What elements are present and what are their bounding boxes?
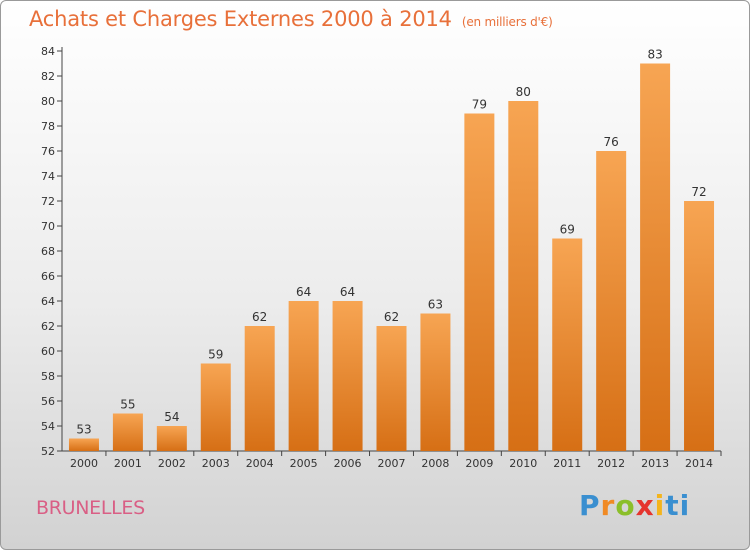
- bar: [640, 63, 671, 451]
- proxiti-logo[interactable]: Proxiti: [579, 489, 690, 522]
- bar: [68, 438, 99, 451]
- y-tick-label: 78: [41, 120, 55, 133]
- x-tick-label: 2005: [290, 457, 318, 470]
- x-tick-label: 2001: [114, 457, 142, 470]
- data-label: 59: [208, 348, 223, 362]
- y-tick-label: 80: [41, 95, 55, 108]
- data-label: 63: [428, 298, 443, 312]
- y-tick-label: 60: [41, 345, 55, 358]
- y-tick-label: 54: [41, 420, 55, 433]
- x-tick-label: 2007: [378, 457, 406, 470]
- axes: 52 54 56 58 60 62 64 66 68 70 72 74 76 78 80 82 84 2000 20…: [41, 45, 722, 470]
- data-label: 55: [120, 398, 135, 412]
- data-label: 79: [472, 98, 487, 112]
- data-label: 64: [296, 285, 311, 299]
- bar: [332, 301, 363, 451]
- y-tick-label: 72: [41, 195, 55, 208]
- y-tick-label: 66: [41, 270, 55, 283]
- bar: [376, 326, 407, 451]
- bars: [68, 63, 715, 451]
- logo-letter: x: [635, 489, 655, 522]
- city-name: BRUNELLES: [36, 497, 145, 519]
- x-tick-label: 2013: [641, 457, 669, 470]
- logo-letter: ti: [665, 489, 691, 522]
- data-label: 62: [252, 310, 267, 324]
- y-tick-label: 52: [41, 445, 55, 458]
- chart-title: Achats et Charges Externes 2000 à 2014 (e…: [29, 7, 553, 31]
- logo-letter: r: [600, 489, 616, 522]
- bar: [420, 313, 451, 451]
- x-tick-label: 2014: [685, 457, 713, 470]
- bar: [464, 113, 495, 451]
- data-label: 64: [340, 285, 355, 299]
- x-tick-label: 2004: [246, 457, 274, 470]
- y-tick-label: 58: [41, 370, 55, 383]
- x-tick-label: 2002: [158, 457, 186, 470]
- data-labels: 53 55 54 59 62 64 64 62 63 79 80 69 76 83 72: [76, 48, 706, 437]
- x-tick-label: 2009: [465, 457, 493, 470]
- data-label: 69: [560, 223, 575, 237]
- x-tick-label: 2012: [597, 457, 625, 470]
- bar: [684, 201, 715, 451]
- y-tick-label: 70: [41, 220, 55, 233]
- bar: [244, 326, 275, 451]
- x-tick-label: 2008: [421, 457, 449, 470]
- title-text: Achats et Charges Externes 2000 à 2014: [29, 7, 452, 31]
- data-label: 83: [647, 48, 662, 62]
- data-label: 54: [164, 410, 179, 424]
- x-tick-label: 2000: [70, 457, 98, 470]
- logo-letter: P: [579, 489, 601, 522]
- data-label: 62: [384, 310, 399, 324]
- bar: [200, 363, 231, 451]
- data-label: 80: [516, 85, 531, 99]
- bar: [288, 301, 319, 451]
- logo-letter: o: [615, 489, 636, 522]
- y-tick-label: 64: [41, 295, 55, 308]
- bar: [156, 426, 187, 451]
- x-tick-label: 2003: [202, 457, 230, 470]
- bar: [552, 238, 583, 451]
- y-tick-label: 82: [41, 70, 55, 83]
- x-tick-label: 2006: [334, 457, 362, 470]
- bar: [112, 413, 143, 451]
- data-label: 72: [691, 185, 706, 199]
- y-tick-label: 68: [41, 245, 55, 258]
- data-label: 76: [604, 135, 619, 149]
- y-tick-label: 76: [41, 145, 55, 158]
- y-tick-label: 56: [41, 395, 55, 408]
- y-tick-label: 62: [41, 320, 55, 333]
- y-tick-label: 84: [41, 45, 55, 58]
- bar: [508, 101, 539, 451]
- data-label: 53: [76, 423, 91, 437]
- chart-subtitle: (en milliers d'€): [461, 15, 553, 29]
- logo-letter: i: [654, 489, 666, 522]
- bar: [596, 151, 627, 451]
- x-tick-label: 2011: [553, 457, 581, 470]
- x-tick-label: 2010: [509, 457, 537, 470]
- y-tick-label: 74: [41, 170, 55, 183]
